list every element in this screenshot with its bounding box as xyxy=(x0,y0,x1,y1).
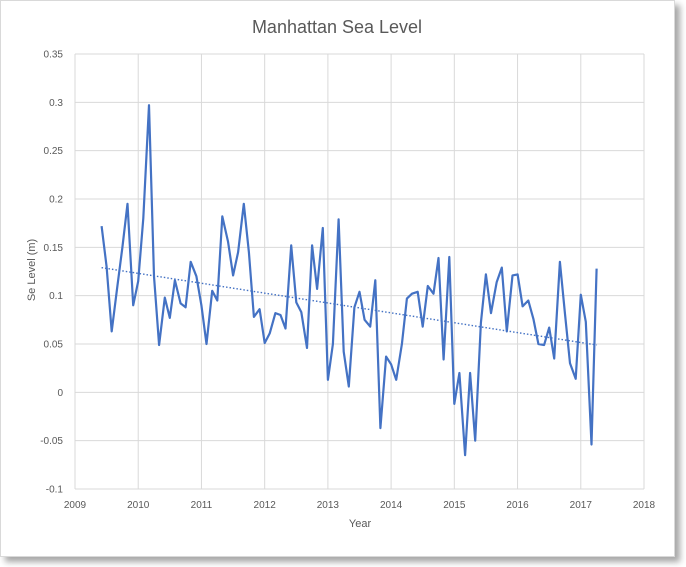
sea-level-line xyxy=(100,104,598,457)
y-tick-label: -0.1 xyxy=(46,485,64,496)
x-tick-label: 2015 xyxy=(443,500,466,511)
y-tick-label: 0 xyxy=(57,388,63,399)
x-tick-label: 2011 xyxy=(191,500,213,511)
y-axis-label: Se Level (m) xyxy=(26,239,38,301)
chart-title: Manhattan Sea Level xyxy=(252,17,422,37)
x-tick-label: 2018 xyxy=(633,500,656,511)
x-tick-label: 2016 xyxy=(506,500,529,511)
x-tick-label: 2012 xyxy=(254,500,277,511)
y-tick-labels: 0.35 0.3 0.25 0.2 0.15 0.1 0.05 0 -0.05 -0.1 xyxy=(40,50,63,496)
trendline-layer xyxy=(101,266,597,346)
y-tick-label: 0.15 xyxy=(44,243,64,254)
x-tick-label: 2017 xyxy=(570,500,593,511)
x-tick-labels: 2009 2010 2011 2012 2013 2014 2015 2016 2017 2018 xyxy=(64,500,656,511)
y-tick-label: 0.1 xyxy=(49,291,63,302)
x-tick-label: 2013 xyxy=(317,500,340,511)
x-tick-label: 2010 xyxy=(127,500,150,511)
y-tick-label: 0.35 xyxy=(44,50,64,61)
y-tick-label: 0.2 xyxy=(49,195,63,206)
x-axis-label: Year xyxy=(349,518,372,530)
y-tick-label: -0.05 xyxy=(40,436,63,447)
grid-lines xyxy=(74,53,645,490)
y-tick-label: 0.3 xyxy=(49,98,63,109)
y-tick-label: 0.05 xyxy=(44,340,64,351)
series-layer xyxy=(100,104,598,457)
x-tick-label: 2014 xyxy=(380,500,403,511)
linear-trendline xyxy=(101,266,597,346)
y-tick-label: 0.25 xyxy=(44,146,64,157)
x-tick-label: 2009 xyxy=(64,500,87,511)
